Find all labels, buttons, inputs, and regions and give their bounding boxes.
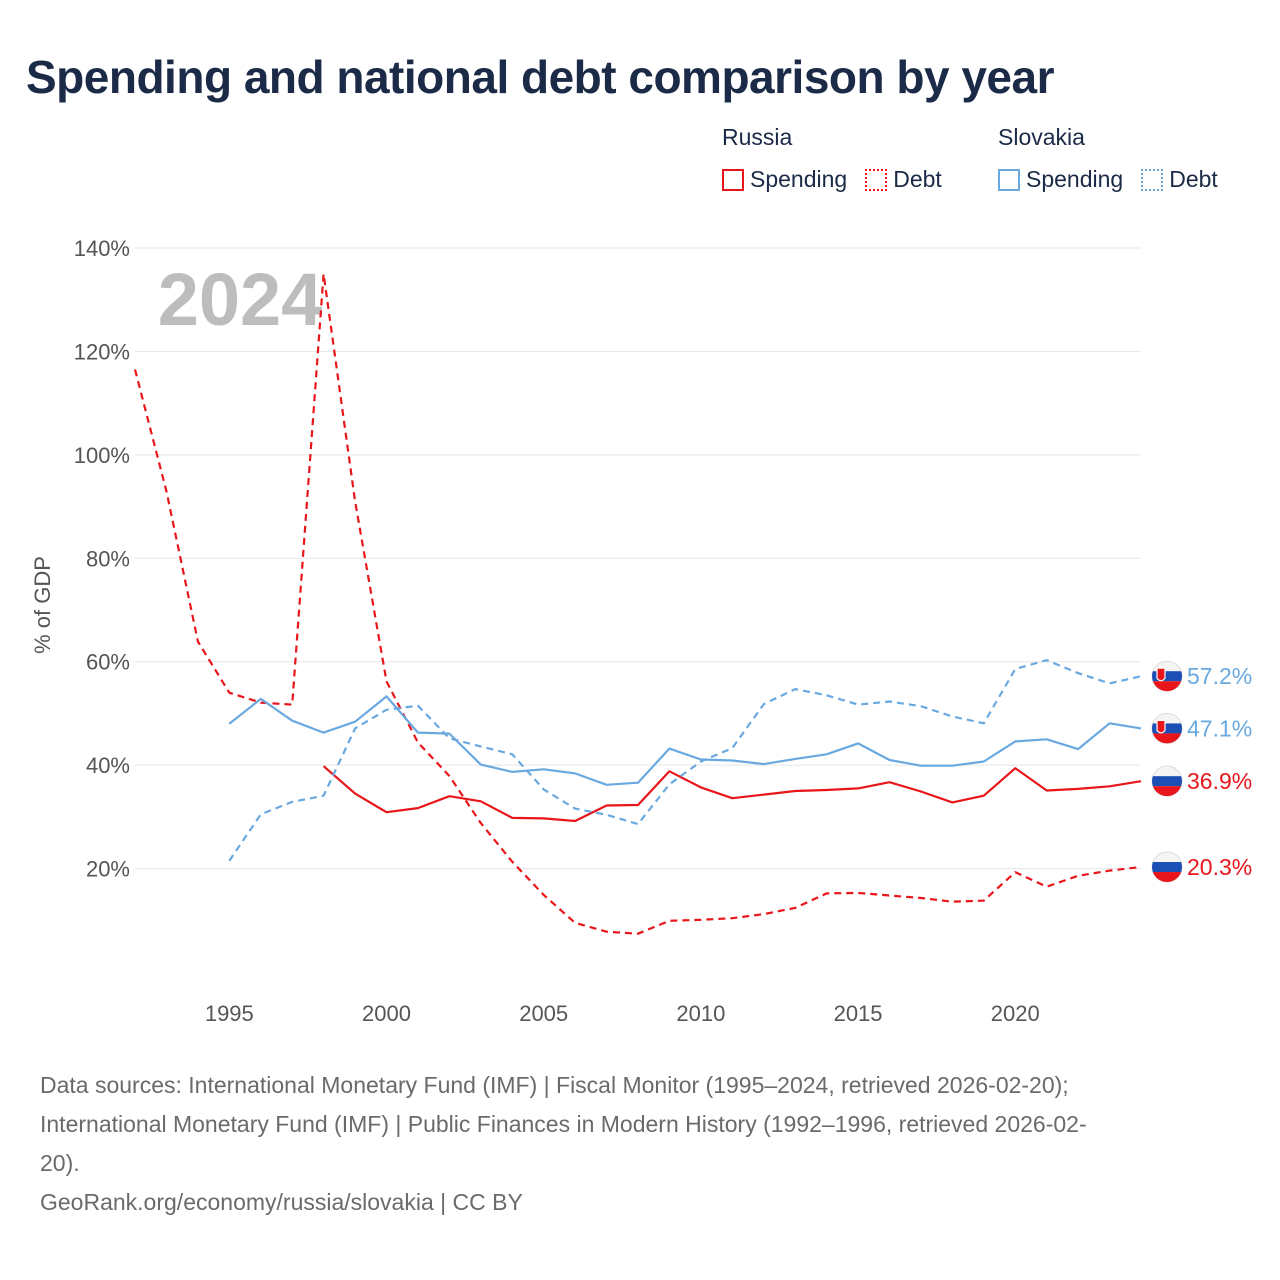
series-line-russia-spending[interactable] [322, 765, 1142, 823]
series-layer [133, 272, 1142, 935]
series-line-russia-debt[interactable] [133, 272, 1142, 935]
y-tick-label: 40% [86, 753, 130, 778]
x-tick-label: 2020 [991, 1001, 1040, 1026]
legend-group-name: Slovakia [998, 124, 1085, 150]
legend-label: Spending [1026, 166, 1124, 192]
flag-red-band [1152, 786, 1182, 797]
flag-red-band [1152, 872, 1182, 883]
x-tick-label: 2015 [834, 1001, 883, 1026]
flag-coat-of-arms [1156, 719, 1166, 734]
source-line-3: 20). [40, 1150, 80, 1176]
flag-marker-russia-icon [1151, 851, 1183, 883]
legend-label: Spending [750, 166, 848, 192]
y-tick-label: 120% [74, 339, 130, 364]
flag-marker-slovakia-icon [1151, 660, 1183, 692]
flag-blue-band [1152, 723, 1182, 734]
flag-coat-of-arms [1156, 667, 1166, 682]
y-tick-label: 60% [86, 650, 130, 675]
x-tick-label: 2000 [362, 1001, 411, 1026]
source-line-1: Data sources: International Monetary Fun… [40, 1072, 1069, 1098]
series-line-slovakia-debt[interactable] [228, 659, 1142, 862]
chart-title: Spending and national debt comparison by… [26, 51, 1055, 103]
legend-label: Debt [893, 166, 942, 192]
flag-blue-band [1152, 671, 1182, 682]
legend-group-russia: Russia Spending Debt [722, 124, 960, 193]
x-tick-label: 2005 [519, 1001, 568, 1026]
legend-item-slovakia-spending[interactable]: Spending [998, 166, 1123, 193]
flag-marker-russia-icon [1151, 765, 1183, 797]
footer: Data sources: International Monetary Fun… [40, 1066, 1240, 1222]
y-tick-label: 100% [74, 443, 130, 468]
y-axis-title: % of GDP [30, 556, 55, 654]
end-value-label: 57.2% [1187, 663, 1252, 689]
grid-layer [135, 247, 1141, 870]
y-tick-label: 20% [86, 857, 130, 882]
line-chart: 20% 40% 60% 80% 100% 120% 140% 1995 2000 2005 201… [30, 236, 1252, 1026]
legend-swatch-solid [722, 168, 744, 191]
attribution-link[interactable]: GeoRank.org/economy/russia/slovakia | CC… [40, 1189, 523, 1215]
legend-item-russia-spending[interactable]: Spending [722, 166, 847, 193]
flag-blue-band [1152, 776, 1182, 787]
legend-swatch-dotted [1141, 168, 1164, 191]
flag-marker-slovakia-icon [1151, 712, 1183, 744]
legend-item-slovakia-debt[interactable]: Debt [1141, 166, 1218, 193]
year-watermark: 2024 [158, 258, 323, 341]
x-tick-label: 2010 [676, 1001, 725, 1026]
end-value-label: 36.9% [1187, 768, 1252, 794]
end-labels: 36.9% 20.3% 47.1% 57.2% [1151, 660, 1252, 883]
y-tick-label: 140% [74, 236, 130, 261]
end-value-label: 47.1% [1187, 715, 1252, 741]
source-line-2: International Monetary Fund (IMF) | Publ… [40, 1111, 1087, 1137]
x-axis: 1995 2000 2005 2010 2015 2020 [205, 1001, 1040, 1026]
x-tick-label: 1995 [205, 1001, 254, 1026]
flag-red-band [1152, 733, 1182, 744]
end-value-label: 20.3% [1187, 854, 1252, 880]
legend-label: Debt [1169, 166, 1218, 192]
legend-group-slovakia: Slovakia Spending Debt [998, 124, 1236, 193]
flag-red-band [1152, 681, 1182, 692]
flag-blue-band [1152, 862, 1182, 873]
legend-swatch-dotted [865, 168, 888, 191]
y-tick-label: 80% [86, 546, 130, 571]
y-axis: 20% 40% 60% 80% 100% 120% 140% [74, 236, 130, 882]
series-line-slovakia-spending[interactable] [228, 695, 1142, 786]
legend-item-russia-debt[interactable]: Debt [865, 166, 942, 193]
legend-swatch-solid [998, 168, 1020, 191]
legend-group-name: Russia [722, 124, 793, 150]
